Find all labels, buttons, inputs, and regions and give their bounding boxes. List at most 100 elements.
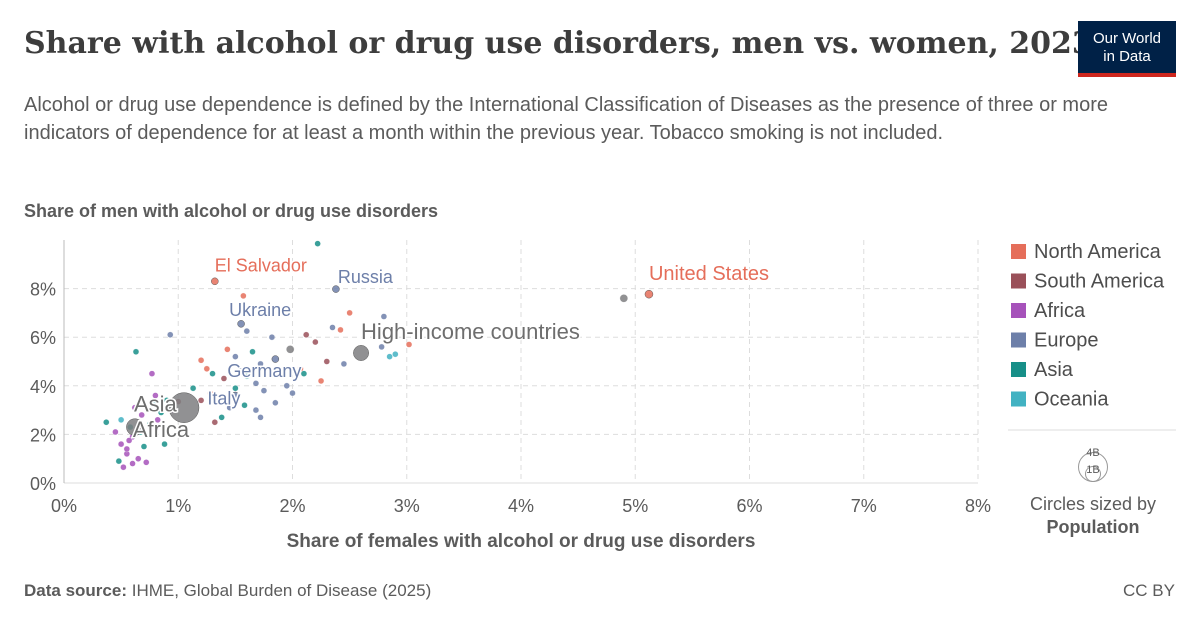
scatter-point[interactable] xyxy=(257,414,264,421)
scatter-point[interactable] xyxy=(115,457,123,465)
legend-label[interactable]: Africa xyxy=(1034,300,1086,322)
data-source-text[interactable]: IHME, Global Burden of Disease (2025) xyxy=(131,581,432,600)
legend-swatch[interactable] xyxy=(1011,303,1026,318)
scatter-point[interactable] xyxy=(189,385,197,392)
scatter-point[interactable] xyxy=(249,348,256,355)
scatter-point[interactable] xyxy=(252,406,260,414)
scatter-point[interactable] xyxy=(220,375,228,382)
scatter-point[interactable] xyxy=(143,459,150,466)
labeled-point[interactable] xyxy=(271,355,280,363)
x-tick-label: 3% xyxy=(394,496,420,516)
scatter-point[interactable] xyxy=(405,341,413,348)
scatter-point[interactable] xyxy=(167,331,174,338)
labeled-point[interactable] xyxy=(168,392,200,423)
labeled-point[interactable] xyxy=(237,320,245,328)
scatter-point[interactable] xyxy=(297,365,304,372)
scatter-point[interactable] xyxy=(203,365,211,372)
scatter-point[interactable] xyxy=(232,385,239,392)
scatter-point[interactable] xyxy=(300,370,308,377)
scatter-point[interactable] xyxy=(232,353,239,360)
scatter-point[interactable] xyxy=(209,370,216,377)
scatter-point[interactable] xyxy=(240,292,247,300)
scatter-point[interactable] xyxy=(123,445,131,453)
scatter-point[interactable] xyxy=(138,411,145,419)
scatter-point[interactable] xyxy=(140,443,148,450)
labeled-point[interactable] xyxy=(126,418,144,436)
scatter-point[interactable] xyxy=(329,324,336,331)
scatter-point[interactable] xyxy=(380,313,388,320)
scatter-point[interactable] xyxy=(163,397,171,404)
scatter-point[interactable] xyxy=(132,348,140,355)
legend-swatch[interactable] xyxy=(1011,332,1026,348)
color-legend[interactable]: North America South America Africa Europe As… xyxy=(1011,241,1165,411)
labeled-point[interactable] xyxy=(211,277,219,286)
scatter-point[interactable] xyxy=(260,387,268,394)
scatter-point[interactable] xyxy=(218,414,225,421)
scatter-point[interactable] xyxy=(148,370,156,377)
scatter-point[interactable] xyxy=(303,331,310,338)
scatter-point[interactable] xyxy=(243,327,251,335)
scatter-point[interactable] xyxy=(224,346,231,353)
point-label: United States xyxy=(649,263,769,285)
scatter-point[interactable] xyxy=(340,360,348,368)
legend-swatch[interactable] xyxy=(1011,362,1026,377)
scatter-point[interactable] xyxy=(386,353,393,360)
scatter-point[interactable] xyxy=(323,358,330,365)
legend-label[interactable]: North America xyxy=(1034,241,1162,263)
scatter-point[interactable] xyxy=(154,416,161,424)
scatter-point[interactable] xyxy=(117,440,125,448)
scatter-point[interactable] xyxy=(257,360,264,368)
license[interactable]: CC BY xyxy=(1123,581,1175,600)
scatter-point[interactable] xyxy=(252,380,260,387)
scatter-point[interactable] xyxy=(207,389,214,397)
scatter-point[interactable] xyxy=(283,382,290,389)
scatter-point[interactable] xyxy=(152,392,159,399)
scatter-point[interactable] xyxy=(135,455,142,462)
scatter-point[interactable] xyxy=(312,338,319,346)
scatter-point[interactable] xyxy=(317,377,325,385)
legend-label[interactable]: Oceania xyxy=(1034,389,1109,411)
scatter-point[interactable] xyxy=(226,404,233,411)
labeled-point[interactable] xyxy=(353,345,369,361)
scatter-point[interactable] xyxy=(103,419,110,426)
legend-label[interactable]: Europe xyxy=(1034,330,1099,352)
scatter-point[interactable] xyxy=(120,464,127,471)
scatter-point[interactable] xyxy=(117,416,125,424)
scatter-point[interactable] xyxy=(197,397,205,404)
scatter-point[interactable] xyxy=(286,345,295,354)
scatter-point[interactable] xyxy=(129,460,136,467)
scatter-point[interactable] xyxy=(197,357,205,364)
scatter-point[interactable] xyxy=(157,409,165,416)
scatter-point[interactable] xyxy=(272,399,279,407)
y-tick-label: 6% xyxy=(30,328,56,348)
legend-swatch[interactable] xyxy=(1011,244,1026,259)
scatter-point[interactable] xyxy=(337,326,344,334)
legend-label[interactable]: Asia xyxy=(1034,359,1074,381)
legend-label[interactable]: South America xyxy=(1034,271,1165,293)
scatter-point[interactable] xyxy=(125,437,133,444)
scatter-point[interactable] xyxy=(237,368,245,375)
scatter-point[interactable] xyxy=(392,351,399,358)
scatter-point[interactable] xyxy=(289,389,296,397)
legend-swatch[interactable] xyxy=(1011,391,1026,407)
scatter-point[interactable] xyxy=(268,334,276,341)
point-label: Asia xyxy=(134,392,178,417)
labeled-point[interactable] xyxy=(231,391,240,400)
scatter-point[interactable] xyxy=(161,440,168,448)
owid-logo[interactable]: Our World in Data xyxy=(1078,21,1176,77)
scatter-point[interactable] xyxy=(146,421,153,428)
scatter-point[interactable] xyxy=(378,343,385,351)
x-axis-ticks: 0% 1% 2% 3% 4% 5% 6% 7% 8% xyxy=(51,496,991,516)
scatter-point[interactable] xyxy=(211,419,219,426)
scatter-point[interactable] xyxy=(149,399,157,407)
scatter-point[interactable] xyxy=(131,404,139,411)
scatter-point[interactable] xyxy=(346,309,353,317)
scatter-point[interactable] xyxy=(619,294,629,303)
labeled-point[interactable] xyxy=(644,289,654,299)
scatter-point[interactable] xyxy=(112,428,119,436)
labeled-point[interactable] xyxy=(332,285,340,293)
legend-swatch[interactable] xyxy=(1011,273,1026,289)
scatter-point[interactable] xyxy=(243,372,251,380)
scatter-point[interactable] xyxy=(241,402,248,409)
scatter-point[interactable] xyxy=(314,240,321,247)
